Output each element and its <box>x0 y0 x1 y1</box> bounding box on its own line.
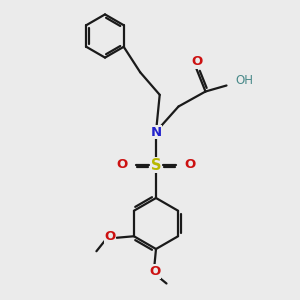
Text: N: N <box>150 125 162 139</box>
Text: O: O <box>149 265 160 278</box>
Text: S: S <box>151 158 161 172</box>
Text: OH: OH <box>235 74 253 88</box>
Text: O: O <box>104 230 116 243</box>
Text: O: O <box>184 158 195 172</box>
Text: O: O <box>117 158 128 172</box>
Text: O: O <box>191 55 202 68</box>
